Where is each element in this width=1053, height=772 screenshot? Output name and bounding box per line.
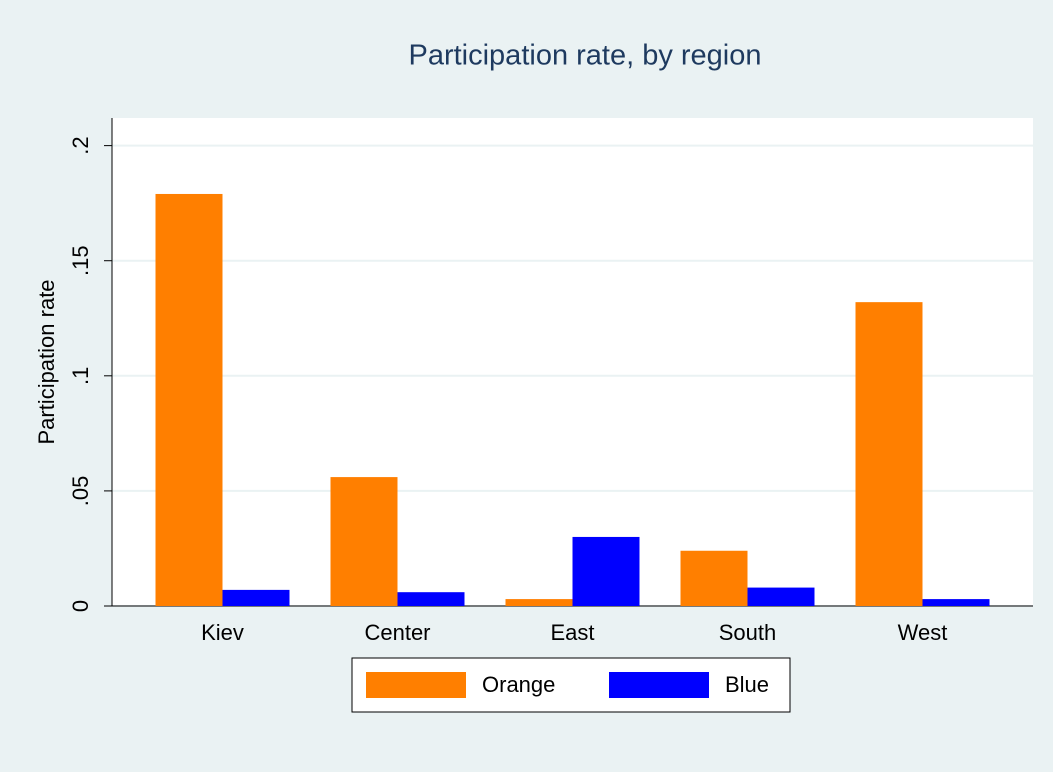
y-tick-label: .15 [68, 245, 93, 276]
bar [680, 550, 748, 606]
x-tick-label: East [550, 620, 594, 645]
bar [222, 589, 290, 606]
y-tick-label: 0 [68, 600, 93, 612]
legend-swatch [366, 672, 466, 698]
legend-swatch [609, 672, 709, 698]
y-tick-label: .05 [68, 476, 93, 507]
x-tick-label: West [898, 620, 948, 645]
bar [747, 587, 815, 606]
chart-title: Participation rate, by region [408, 40, 761, 72]
bar [397, 592, 465, 606]
bar [572, 536, 640, 606]
y-tick-label: .1 [68, 367, 93, 385]
x-tick-label: Kiev [201, 620, 244, 645]
x-tick-label: South [719, 620, 777, 645]
legend-label: Orange [482, 672, 555, 697]
bar [330, 477, 398, 606]
x-tick-label: Center [364, 620, 430, 645]
y-axis-label: Participation rate [34, 279, 59, 444]
bar [922, 599, 990, 606]
bar [855, 302, 923, 606]
y-tick-label: .2 [68, 136, 93, 154]
legend-label: Blue [725, 672, 769, 697]
bar [155, 193, 223, 606]
bar [505, 599, 573, 606]
